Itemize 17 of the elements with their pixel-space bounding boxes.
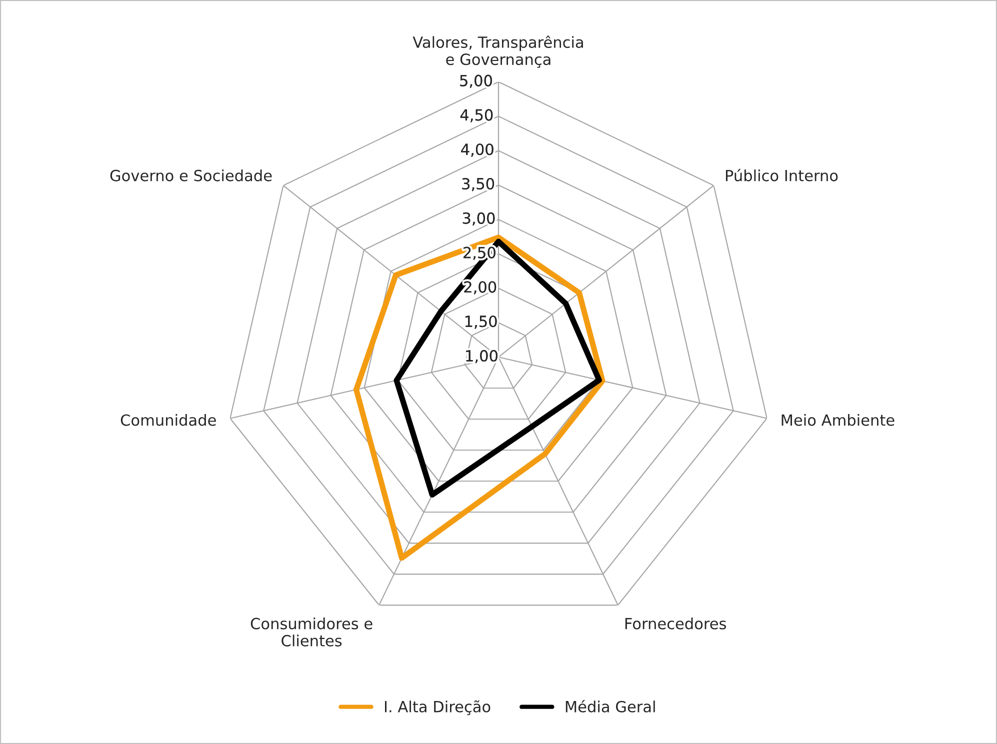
y-tick-label: 1,00 — [466, 350, 498, 364]
spoke-label: Público Interno — [726, 168, 838, 182]
spoke-label: Consumidores e Clientes — [250, 618, 372, 646]
spoke-label: Comunidade — [120, 414, 216, 426]
spoke-label: Valores, Transparência e Governança — [412, 36, 583, 68]
y-tick-label: 4,00 — [461, 144, 494, 157]
legend-label: Média Geral — [566, 700, 655, 712]
y-tick-label: 2,00 — [464, 281, 496, 294]
spoke-label: Meio Ambiente — [782, 414, 894, 426]
y-tick-label: 3,50 — [462, 178, 494, 192]
legend-label: I. Alta Direção — [385, 700, 490, 716]
y-tick-label: 1,50 — [465, 316, 497, 329]
y-tick-label: 4,50 — [460, 109, 493, 122]
spoke-label: Fornecedores — [625, 618, 726, 630]
y-tick-label: 5,00 — [460, 74, 492, 88]
y-tick-label: 3,00 — [462, 212, 495, 226]
spoke-label: Governo e Sociedade — [110, 170, 272, 182]
